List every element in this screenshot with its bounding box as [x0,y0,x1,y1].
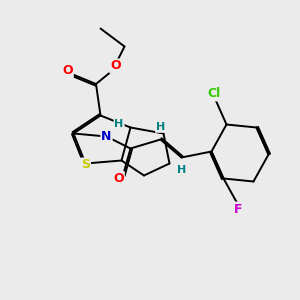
Text: H: H [177,165,186,175]
Text: Cl: Cl [208,87,221,101]
Text: S: S [81,158,90,172]
Text: H: H [115,119,124,129]
Text: F: F [234,202,243,216]
Text: N: N [101,130,112,143]
Text: H: H [156,122,165,132]
Text: O: O [62,64,73,77]
Text: O: O [113,172,124,185]
Text: O: O [110,59,121,73]
